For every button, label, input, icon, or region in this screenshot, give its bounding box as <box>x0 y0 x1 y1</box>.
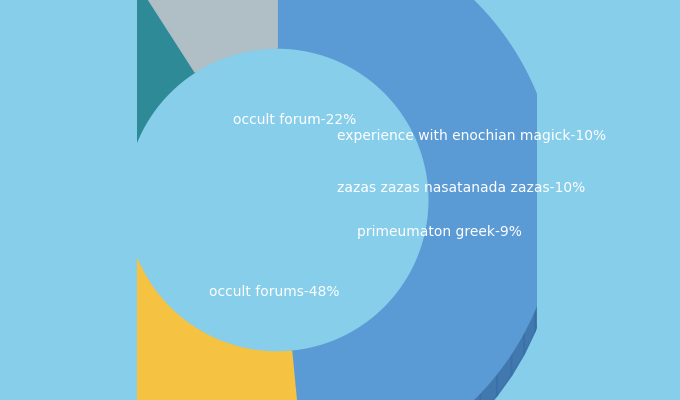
Polygon shape <box>497 353 511 396</box>
Polygon shape <box>239 347 252 372</box>
Polygon shape <box>417 246 422 282</box>
Text: experience with enochian magick-10%: experience with enochian magick-10% <box>337 129 607 143</box>
Polygon shape <box>252 350 265 374</box>
Polygon shape <box>226 343 239 370</box>
Polygon shape <box>126 214 128 250</box>
Text: primeumaton greek-9%: primeumaton greek-9% <box>357 225 522 239</box>
Polygon shape <box>15 298 24 343</box>
Polygon shape <box>1 250 7 297</box>
Polygon shape <box>462 393 480 400</box>
Text: occult forum-22%: occult forum-22% <box>233 113 356 127</box>
Polygon shape <box>7 240 304 400</box>
Polygon shape <box>131 240 135 276</box>
Polygon shape <box>140 265 146 300</box>
Polygon shape <box>524 309 535 354</box>
Polygon shape <box>550 237 555 284</box>
Polygon shape <box>16 0 195 146</box>
Polygon shape <box>555 162 557 209</box>
Polygon shape <box>544 262 550 308</box>
Polygon shape <box>377 304 388 336</box>
Polygon shape <box>344 330 356 359</box>
Polygon shape <box>388 294 396 327</box>
Polygon shape <box>292 350 305 374</box>
Polygon shape <box>428 206 429 242</box>
Polygon shape <box>146 277 154 310</box>
Polygon shape <box>191 325 202 355</box>
Polygon shape <box>305 346 318 372</box>
Polygon shape <box>0 225 1 272</box>
Polygon shape <box>0 149 2 196</box>
Polygon shape <box>428 179 429 215</box>
Polygon shape <box>318 342 331 369</box>
Polygon shape <box>214 338 226 366</box>
Polygon shape <box>64 382 81 400</box>
Polygon shape <box>555 212 557 259</box>
Polygon shape <box>356 322 367 352</box>
Polygon shape <box>278 351 292 374</box>
Polygon shape <box>128 227 131 263</box>
Text: zazas zazas nasatanada zazas-10%: zazas zazas nasatanada zazas-10% <box>337 181 585 195</box>
Polygon shape <box>162 299 171 331</box>
Polygon shape <box>0 100 135 275</box>
Polygon shape <box>126 172 128 208</box>
Polygon shape <box>480 374 497 400</box>
Polygon shape <box>422 233 426 269</box>
Polygon shape <box>411 259 417 294</box>
Text: occult forums-48%: occult forums-48% <box>209 285 340 299</box>
Polygon shape <box>36 342 49 385</box>
Polygon shape <box>367 314 377 345</box>
Polygon shape <box>180 317 191 348</box>
Polygon shape <box>7 275 15 320</box>
Polygon shape <box>331 337 344 364</box>
Polygon shape <box>396 283 405 317</box>
Polygon shape <box>49 362 64 400</box>
Polygon shape <box>202 332 214 361</box>
Polygon shape <box>405 272 411 306</box>
Polygon shape <box>24 320 36 364</box>
Polygon shape <box>154 288 162 321</box>
Polygon shape <box>265 352 278 374</box>
Polygon shape <box>171 308 180 340</box>
Polygon shape <box>277 0 557 400</box>
Polygon shape <box>535 286 544 332</box>
Polygon shape <box>135 253 140 288</box>
Polygon shape <box>426 220 428 256</box>
Polygon shape <box>511 332 524 376</box>
Polygon shape <box>126 0 277 72</box>
